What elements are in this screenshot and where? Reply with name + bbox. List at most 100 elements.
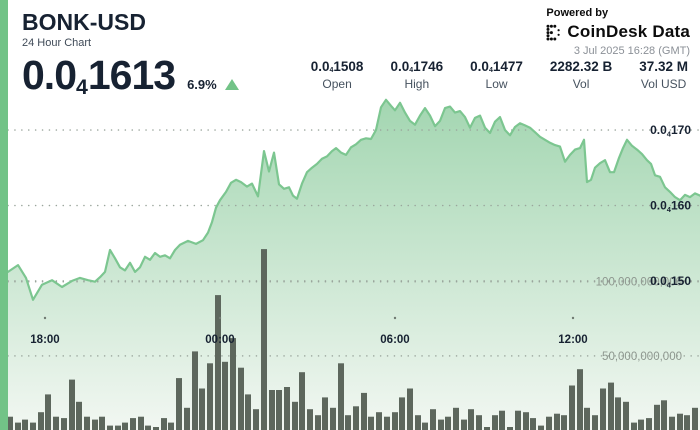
coindesk-logo-text: CoinDesk Data (567, 22, 690, 41)
volume-bar (445, 416, 451, 430)
stat-open: 0.041508 Open (311, 59, 364, 91)
price-tick-label: 0.04160 (650, 199, 691, 215)
price-subscript: 4 (76, 74, 88, 99)
volume-bar (161, 418, 167, 430)
volume-bar (438, 419, 444, 430)
volume-bar (245, 394, 251, 430)
stat-value: 2282.32 B (549, 59, 613, 74)
volume-bar (569, 385, 575, 430)
price-digits: 1613 (87, 52, 176, 99)
volume-bar (53, 416, 59, 430)
time-tick-dot (218, 316, 222, 320)
volume-bar (199, 388, 205, 430)
stat-vol: 2282.32 B Vol (550, 59, 612, 91)
volume-bar (584, 407, 590, 430)
volume-bar (492, 415, 498, 430)
volume-bar (276, 390, 282, 430)
timestamp: 3 Jul 2025 16:28 (GMT) (573, 45, 690, 57)
volume-bar (638, 419, 644, 430)
volume-bar (192, 351, 198, 430)
branding-block: Powered by CoinDesk Data 3 Jul 2025 16:2… (546, 7, 690, 57)
volume-bar (484, 427, 490, 430)
stat-label: Open (322, 77, 352, 91)
volume-bar (69, 379, 75, 430)
page-title: BONK-USD (22, 9, 146, 35)
volume-bar (507, 427, 513, 430)
volume-bar (292, 401, 298, 430)
volume-bar (361, 392, 367, 430)
chart-subtitle: 24 Hour Chart (22, 37, 92, 50)
volume-bar (253, 409, 259, 430)
volume-bar (38, 412, 44, 430)
volume-bar (184, 407, 190, 430)
volume-bar (646, 418, 652, 430)
volume-bar (669, 416, 675, 430)
coindesk-logo[interactable]: CoinDesk Data (546, 22, 690, 42)
header: BONK-USD 24 Hour Chart 0.041613 6.9% (22, 9, 239, 99)
volume-bar (338, 363, 344, 430)
volume-bar (538, 425, 544, 430)
time-axis: 18:00 00:00 06:00 12:00 (30, 316, 588, 346)
time-tick-dot (43, 316, 47, 320)
volume-bar (238, 367, 244, 430)
stat-value: 0.041477 (470, 59, 523, 75)
volume-bar (215, 295, 221, 430)
stat-label: Vol (572, 77, 590, 91)
price-tick-label: 0.04170 (650, 123, 691, 139)
volume-bar (654, 404, 660, 430)
volume-bar (145, 425, 151, 430)
volume-bar (307, 409, 313, 430)
price-line (6, 98, 700, 301)
stats-row: 0.041508 Open 0.041746 High 0.041477 Low… (311, 59, 688, 91)
volume-bar (15, 422, 21, 430)
stat-vol-usd: 37.32 M Vol USD (639, 59, 688, 91)
volume-bar (7, 416, 13, 430)
volume-bar (368, 416, 374, 430)
volume-bar (22, 419, 28, 430)
volume-bar (461, 419, 467, 430)
volume-bar (45, 394, 51, 430)
time-tick-dot (393, 316, 397, 320)
time-tick-label: 06:00 (380, 334, 409, 346)
left-accent-bar (0, 0, 8, 430)
stat-low: 0.041477 Low (470, 59, 523, 91)
volume-bar (692, 407, 698, 430)
volume-bar (422, 422, 428, 430)
volume-bar (523, 412, 529, 430)
coindesk-dots-icon (546, 24, 561, 40)
volume-bar (168, 422, 174, 430)
volume-bar (222, 361, 228, 430)
volume-bar (661, 400, 667, 430)
volume-bar (30, 422, 36, 430)
time-tick-dot (571, 316, 575, 320)
volume-bar (122, 422, 128, 430)
volume-bar (76, 401, 82, 430)
volume-bar (322, 397, 328, 430)
stat-label: Vol USD (640, 77, 687, 91)
volume-bar (207, 363, 213, 430)
volume-bar (61, 418, 67, 430)
volume-bar (115, 425, 121, 430)
volume-bar (130, 418, 136, 430)
volume-bar (631, 422, 637, 430)
volume-bar (677, 413, 683, 430)
stat-value: 37.32 M (639, 59, 688, 74)
change-wrap: 6.9% (187, 77, 239, 92)
volume-bar (230, 338, 236, 430)
stat-high: 0.041746 High (390, 59, 443, 91)
volume-bar (430, 409, 436, 430)
price-tick-label: 0.04150 (650, 274, 691, 290)
volume-bar (577, 369, 583, 430)
time-tick-label: 18:00 (30, 334, 59, 346)
volume-bar (176, 378, 182, 430)
volume-bar (600, 388, 606, 430)
volume-bar (138, 416, 144, 430)
volume-bar (399, 397, 405, 430)
volume-bar (623, 401, 629, 430)
volume-bar (561, 415, 567, 430)
time-tick-label: 00:00 (205, 334, 234, 346)
volume-bar (592, 415, 598, 430)
volume-bar (392, 412, 398, 430)
price-area-fill (8, 99, 700, 430)
